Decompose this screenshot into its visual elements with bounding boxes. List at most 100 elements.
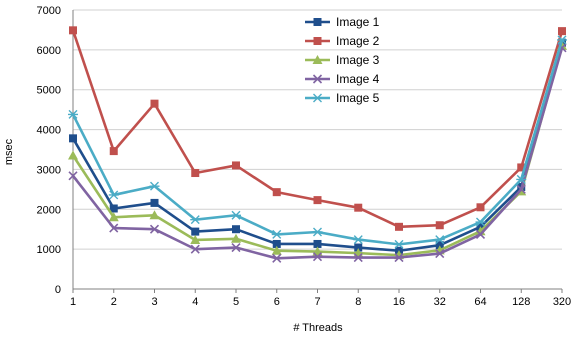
y-axis-label: msec bbox=[3, 138, 15, 165]
image-2-point bbox=[109, 147, 118, 156]
x-tick-label: 16 bbox=[393, 296, 405, 308]
legend-item-image-3: Image 3 bbox=[305, 53, 380, 67]
image-1-point bbox=[354, 243, 363, 252]
y-tick-label: 7000 bbox=[37, 5, 61, 17]
x-tick-label: 3 bbox=[151, 296, 157, 308]
y-tick-label: 6000 bbox=[37, 45, 61, 57]
image-2-point bbox=[191, 169, 200, 178]
image-3-point bbox=[68, 150, 78, 160]
image-1-line bbox=[71, 42, 564, 253]
image-4-point bbox=[231, 242, 241, 253]
image-1-point bbox=[191, 227, 200, 236]
image-5-point bbox=[271, 229, 282, 239]
image-5-point bbox=[190, 215, 201, 225]
image-5-point bbox=[434, 235, 445, 245]
image-2-point bbox=[232, 161, 240, 170]
image-4-point bbox=[312, 252, 323, 262]
image-3-point bbox=[149, 210, 160, 220]
image-4-point bbox=[353, 252, 363, 263]
image-4-point bbox=[190, 244, 200, 254]
image-4-point bbox=[272, 253, 282, 263]
image-3-point bbox=[108, 212, 119, 222]
image-4-point bbox=[68, 171, 78, 181]
legend-label: Image 5 bbox=[336, 91, 380, 105]
image-5-point bbox=[68, 109, 78, 119]
legend-label: Image 4 bbox=[336, 72, 380, 86]
image-2-point bbox=[69, 26, 77, 35]
series-layer bbox=[68, 26, 567, 263]
image-1-point bbox=[109, 204, 118, 213]
image-3-point bbox=[231, 233, 241, 243]
series-image-4 bbox=[68, 43, 567, 263]
image-4-point bbox=[109, 223, 119, 233]
image-5-point bbox=[557, 35, 567, 45]
image-1-point bbox=[69, 134, 77, 143]
legend-label: Image 2 bbox=[336, 34, 380, 48]
image-5-line bbox=[71, 39, 564, 246]
image-4-point bbox=[475, 229, 486, 239]
series-image-3 bbox=[68, 40, 567, 260]
x-tick-label: 2 bbox=[111, 296, 117, 308]
image-5-point bbox=[394, 239, 404, 249]
x-tick-label: 128 bbox=[512, 296, 530, 308]
x-axis-label: # Threads bbox=[293, 322, 343, 334]
legend-marker bbox=[312, 93, 323, 103]
image-3-point bbox=[190, 234, 201, 244]
y-tick-label: 5000 bbox=[37, 85, 61, 97]
y-tick-label: 1000 bbox=[37, 244, 61, 256]
x-axis-ticks: 1 2 3 4 5 6 7 8 16 32 64 128 320 bbox=[70, 289, 571, 308]
y-tick-label: 3000 bbox=[37, 164, 61, 176]
x-tick-label: 4 bbox=[192, 296, 198, 308]
series-image-2 bbox=[69, 26, 566, 231]
gridlines bbox=[72, 9, 562, 290]
legend-item-image-2: Image 2 bbox=[305, 34, 380, 48]
image-3-point bbox=[271, 245, 282, 255]
image-1-point bbox=[232, 225, 240, 234]
y-axis-ticks: 0 1000 2000 3000 4000 5000 6000 7000 bbox=[37, 5, 61, 296]
image-4-point bbox=[435, 248, 445, 259]
image-1-point bbox=[272, 239, 281, 248]
x-tick-label: 7 bbox=[314, 296, 320, 308]
image-2-point bbox=[435, 221, 444, 230]
legend-label: Image 1 bbox=[336, 15, 380, 29]
image-5-point bbox=[353, 235, 364, 245]
image-2-point bbox=[272, 188, 281, 197]
legend-item-image-4: Image 4 bbox=[305, 72, 380, 86]
legend-marker bbox=[313, 37, 322, 45]
legend-marker bbox=[312, 74, 323, 84]
image-5-point bbox=[475, 217, 486, 227]
x-tick-label: 5 bbox=[233, 296, 239, 308]
image-2-point bbox=[395, 222, 403, 231]
legend-label: Image 3 bbox=[336, 53, 380, 67]
legend-marker bbox=[312, 55, 323, 64]
series-image-5 bbox=[68, 35, 567, 249]
legend-item-image-1: Image 1 bbox=[305, 15, 380, 29]
image-4-point bbox=[516, 184, 526, 194]
x-tick-label: 64 bbox=[474, 296, 486, 308]
x-tick-label: 1 bbox=[70, 296, 76, 308]
image-4-point bbox=[149, 224, 160, 234]
image-1-point bbox=[313, 239, 322, 248]
x-tick-label: 8 bbox=[355, 296, 361, 308]
image-2-point bbox=[517, 163, 526, 172]
legend: Image 1 Image 2 Image 3 Image 4 Image 5 bbox=[305, 15, 380, 105]
x-tick-label: 320 bbox=[553, 296, 571, 308]
image-2-point bbox=[558, 27, 566, 36]
y-tick-label: 0 bbox=[55, 284, 61, 296]
image-5-point bbox=[149, 181, 160, 191]
x-tick-label: 32 bbox=[434, 296, 446, 308]
image-2-point bbox=[150, 99, 159, 108]
image-1-point bbox=[150, 198, 159, 207]
y-tick-label: 4000 bbox=[37, 125, 61, 137]
legend-marker bbox=[313, 18, 322, 26]
image-1-point bbox=[435, 241, 444, 250]
image-5-point bbox=[108, 190, 119, 200]
image-2-point bbox=[476, 203, 485, 212]
x-tick-label: 6 bbox=[274, 296, 280, 308]
image-2-point bbox=[313, 196, 322, 205]
image-4-point bbox=[394, 252, 404, 263]
image-5-point bbox=[312, 227, 323, 237]
image-5-point bbox=[231, 210, 241, 220]
legend-item-image-5: Image 5 bbox=[305, 91, 380, 105]
y-tick-label: 2000 bbox=[37, 204, 61, 216]
